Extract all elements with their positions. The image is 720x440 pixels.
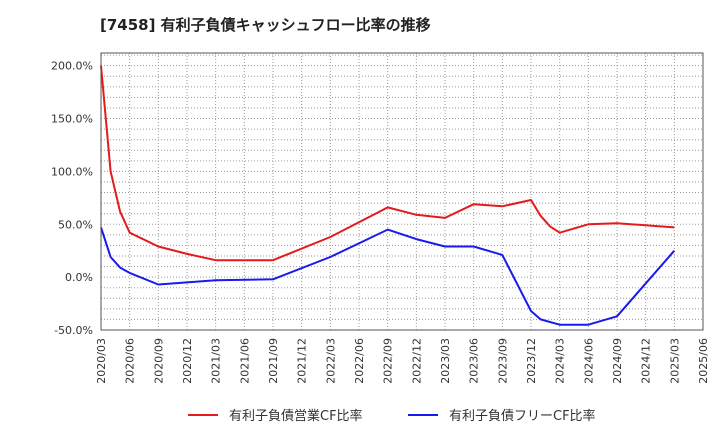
x-tick-label: 2024/06 [582, 338, 595, 384]
plot-area [101, 53, 703, 330]
y-tick-label: 200.0% [51, 60, 93, 73]
x-tick-label: 2020/03 [95, 338, 108, 384]
x-tick-label: 2020/09 [152, 338, 165, 384]
x-tick-label: 2022/03 [324, 338, 337, 384]
x-tick-label: 2023/12 [525, 338, 538, 384]
x-tick-label: 2022/06 [353, 338, 366, 384]
chart-title: [7458] 有利子負債キャッシュフロー比率の推移 [100, 16, 431, 34]
x-tick-label: 2021/12 [296, 338, 309, 384]
y-tick-label: 0.0% [65, 271, 93, 284]
x-tick-label: 2023/06 [468, 338, 481, 384]
x-tick-label: 2024/03 [554, 338, 567, 384]
x-tick-label: 2021/03 [210, 338, 223, 384]
x-tick-label: 2022/12 [410, 338, 423, 384]
y-tick-label: 50.0% [58, 218, 93, 231]
x-tick-label: 2021/06 [238, 338, 251, 384]
x-tick-label: 2024/09 [611, 338, 624, 384]
x-tick-label: 2025/06 [697, 338, 710, 384]
y-tick-label: 100.0% [51, 165, 93, 178]
legend-label-1: 有利子負債営業CF比率 [229, 408, 363, 424]
x-tick-label: 2020/12 [181, 338, 194, 384]
x-tick-label: 2021/09 [267, 338, 280, 384]
y-tick-label: -50.0% [54, 324, 93, 337]
y-tick-label: 150.0% [51, 113, 93, 126]
x-tick-label: 2020/06 [124, 338, 137, 384]
x-tick-label: 2023/09 [496, 338, 509, 384]
series-line-2 [100, 227, 676, 326]
x-tick-label: 2023/03 [439, 338, 452, 384]
x-tick-label: 2024/12 [640, 338, 653, 384]
x-tick-label: 2025/03 [668, 338, 681, 384]
series-line-1 [100, 65, 675, 262]
legend-label-2: 有利子負債フリーCF比率 [449, 408, 596, 424]
plot-border [100, 52, 704, 331]
x-tick-label: 2022/09 [382, 338, 395, 384]
